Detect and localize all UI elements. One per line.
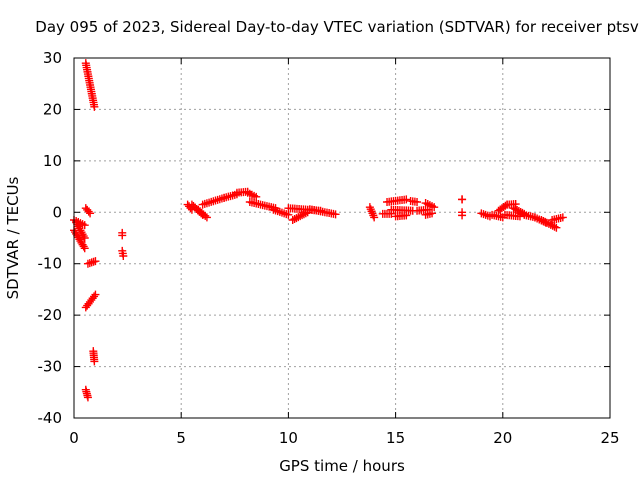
data-point	[458, 211, 467, 220]
data-point	[513, 206, 522, 215]
x-tick-labels: 0 5 10 15 20 25	[69, 429, 619, 447]
data-point	[91, 290, 100, 299]
data-point	[402, 211, 411, 220]
data-point	[511, 205, 520, 214]
data-point	[86, 209, 95, 218]
data-point	[301, 209, 310, 218]
data-point	[413, 198, 422, 206]
data-point	[539, 216, 548, 225]
data-point	[90, 357, 99, 366]
data-point	[79, 232, 88, 241]
y-tick-label: 10	[43, 152, 62, 170]
data-point	[550, 222, 559, 231]
grid-lines	[74, 58, 610, 418]
x-tick-label: 20	[493, 429, 512, 447]
x-tick-label: 15	[386, 429, 405, 447]
data-point	[296, 212, 305, 221]
data-point	[402, 195, 411, 204]
x-tick-label: 25	[600, 429, 619, 447]
data-point	[83, 393, 92, 402]
data-point	[509, 204, 518, 213]
data-point	[202, 213, 211, 222]
data-point	[80, 234, 89, 242]
y-tick-label: -10	[38, 255, 63, 273]
data-point	[90, 102, 99, 111]
data-point	[458, 195, 467, 204]
data-point	[80, 244, 89, 253]
y-tick-label: -20	[38, 306, 63, 324]
data-point	[252, 192, 261, 201]
data-point	[292, 214, 301, 223]
data-point	[288, 216, 297, 224]
data-point	[552, 223, 561, 232]
data-point	[543, 218, 552, 227]
chart-title: Day 095 of 2023, Sidereal Day-to-day VTE…	[35, 18, 639, 36]
data-point	[84, 207, 93, 216]
y-tick-label: -30	[38, 358, 63, 376]
data-point	[299, 210, 308, 219]
data-point	[430, 203, 439, 212]
data-point	[541, 217, 550, 226]
axis-ticks	[73, 57, 611, 419]
data-point	[201, 211, 210, 220]
data-point	[119, 252, 128, 260]
data-points	[70, 59, 567, 402]
data-point	[501, 201, 510, 210]
data-point	[428, 209, 437, 218]
x-axis-label: GPS time / hours	[279, 457, 405, 475]
data-point	[91, 257, 100, 266]
data-point	[290, 215, 299, 224]
data-point	[298, 211, 307, 220]
data-point	[79, 242, 88, 251]
y-tick-label: 30	[43, 49, 62, 67]
data-point	[80, 221, 89, 230]
plot-frame	[73, 57, 611, 419]
y-axis-label: SDTVAR / TECUs	[4, 176, 22, 299]
data-point	[370, 213, 379, 222]
y-tick-label: 20	[43, 100, 62, 118]
y-tick-labels: -40 -30 -20 -10 0 10 20 30	[38, 49, 63, 427]
data-point	[546, 220, 555, 229]
data-point	[90, 292, 99, 301]
data-point	[294, 213, 303, 222]
x-tick-label: 10	[279, 429, 298, 447]
data-point	[331, 210, 340, 219]
data-point	[118, 231, 127, 240]
data-point	[558, 213, 567, 222]
data-point	[537, 216, 546, 224]
y-tick-label: 0	[52, 203, 62, 221]
y-tick-label: -40	[38, 409, 63, 427]
x-tick-label: 5	[176, 429, 186, 447]
data-point	[284, 210, 293, 219]
data-point	[514, 207, 523, 215]
x-tick-label: 0	[69, 429, 79, 447]
